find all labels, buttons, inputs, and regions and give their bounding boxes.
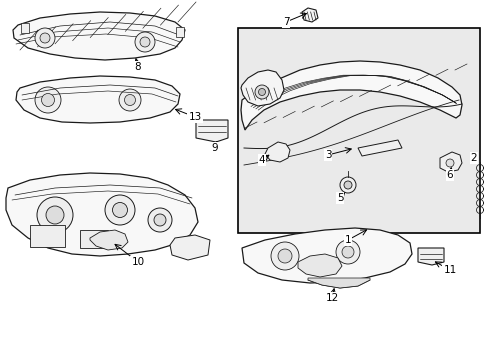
Polygon shape <box>439 152 461 172</box>
Polygon shape <box>13 12 184 60</box>
Text: 13: 13 <box>188 112 201 122</box>
Polygon shape <box>307 278 369 288</box>
Polygon shape <box>21 23 29 33</box>
Bar <box>80 230 108 248</box>
Text: 6: 6 <box>446 170 452 180</box>
Circle shape <box>278 249 291 263</box>
Polygon shape <box>176 27 183 37</box>
Circle shape <box>140 37 150 47</box>
Circle shape <box>41 94 54 107</box>
Polygon shape <box>417 248 443 265</box>
Polygon shape <box>241 70 284 106</box>
Polygon shape <box>242 228 411 283</box>
Text: 3: 3 <box>324 150 331 160</box>
Circle shape <box>40 33 50 43</box>
Circle shape <box>258 89 265 95</box>
Circle shape <box>105 195 135 225</box>
Polygon shape <box>170 235 209 260</box>
Polygon shape <box>16 76 180 123</box>
Polygon shape <box>6 173 198 256</box>
Text: 9: 9 <box>211 143 218 153</box>
Circle shape <box>335 240 359 264</box>
Circle shape <box>148 208 172 232</box>
Polygon shape <box>357 140 401 156</box>
Circle shape <box>35 87 61 113</box>
Circle shape <box>37 197 73 233</box>
Polygon shape <box>196 120 227 142</box>
Circle shape <box>254 85 268 99</box>
Circle shape <box>339 177 355 193</box>
Text: 12: 12 <box>325 293 338 303</box>
Circle shape <box>154 214 165 226</box>
Circle shape <box>119 89 141 111</box>
Text: 5: 5 <box>336 193 343 203</box>
Bar <box>238 28 479 233</box>
Circle shape <box>35 28 55 48</box>
Polygon shape <box>241 61 461 130</box>
Text: 8: 8 <box>134 62 141 72</box>
Text: 1: 1 <box>344 235 350 245</box>
Polygon shape <box>264 142 289 162</box>
Circle shape <box>270 242 298 270</box>
Text: 10: 10 <box>131 257 144 267</box>
Circle shape <box>46 206 64 224</box>
Polygon shape <box>90 230 128 250</box>
Circle shape <box>135 32 155 52</box>
Text: 11: 11 <box>443 265 456 275</box>
Text: 7: 7 <box>282 17 289 27</box>
Polygon shape <box>302 8 317 22</box>
Polygon shape <box>297 254 341 277</box>
Circle shape <box>112 202 127 217</box>
Circle shape <box>124 94 135 105</box>
Circle shape <box>445 159 453 167</box>
Text: 2: 2 <box>470 153 476 163</box>
Circle shape <box>343 181 351 189</box>
Bar <box>30 225 65 247</box>
Circle shape <box>341 246 353 258</box>
Text: 4: 4 <box>258 155 265 165</box>
